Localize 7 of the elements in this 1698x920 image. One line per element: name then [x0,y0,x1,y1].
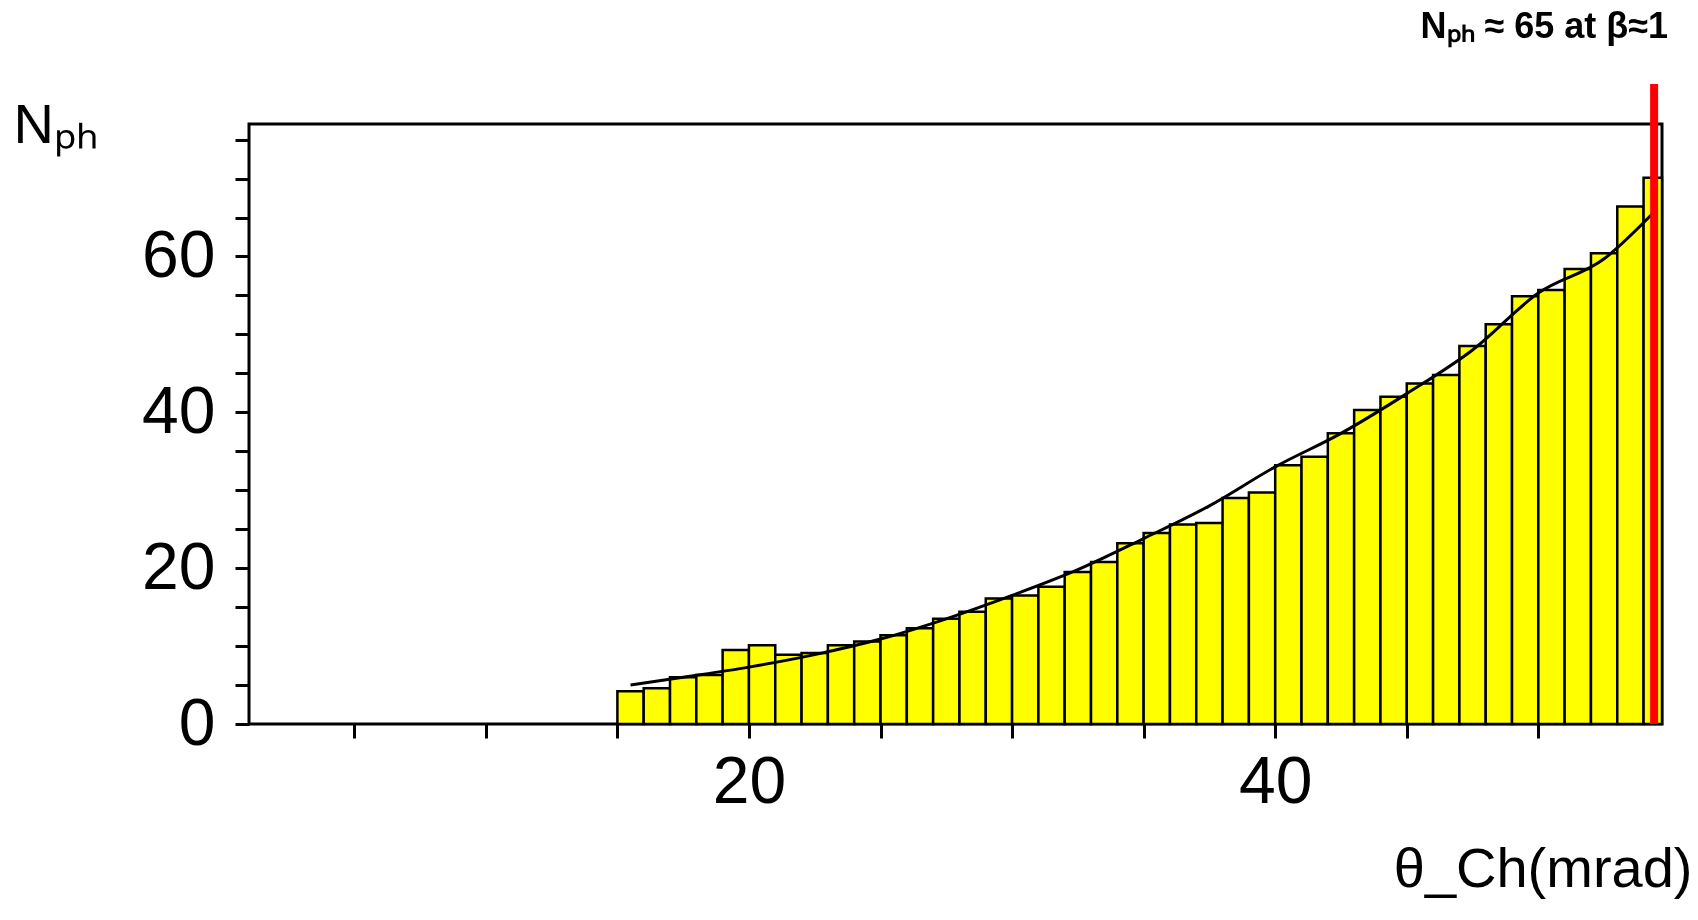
y-tick-label: 60 [142,216,216,291]
y-tick-label: 40 [142,372,216,447]
ref-line-label: Nₚₕ ≈ 65 at β≈1 [1420,5,1669,48]
y-axis-title: Nₚₕ [13,91,99,157]
x-axis-title: θ_Ch(mrad) [1393,835,1693,899]
y-tick-label: 0 [178,684,216,759]
y-tick-label: 20 [142,528,216,603]
